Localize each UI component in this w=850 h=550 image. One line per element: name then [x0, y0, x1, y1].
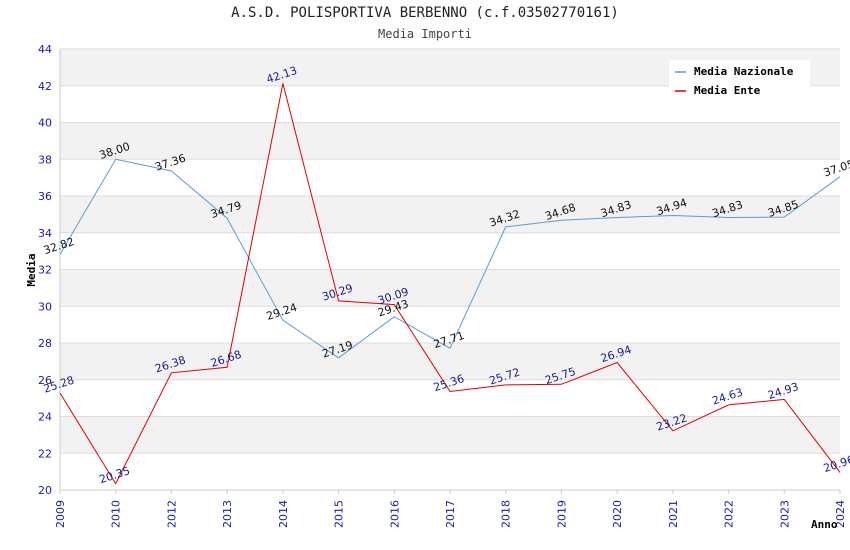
y-tick-label: 32	[38, 264, 52, 277]
y-tick-label: 40	[38, 117, 52, 130]
legend-label-media-nazionale: Media Nazionale	[694, 65, 794, 78]
data-label-media-nazionale: 37.05	[822, 157, 850, 179]
y-tick-label: 30	[38, 300, 52, 313]
grid-bands	[60, 49, 840, 454]
grid-band	[60, 416, 840, 454]
x-tick-label: 2009	[54, 500, 67, 528]
data-label-media-ente: 24.93	[766, 380, 800, 402]
legend-label-media-ente: Media Ente	[694, 84, 761, 97]
x-tick-label: 2017	[444, 500, 457, 528]
x-tick-label: 2010	[110, 500, 123, 528]
chart-title: A.S.D. POLISPORTIVA BERBENNO (c.f.035027…	[231, 5, 619, 21]
x-tick-label: 2018	[500, 500, 513, 528]
x-tick-label: 2022	[723, 500, 736, 528]
y-tick-label: 24	[38, 411, 52, 424]
y-tick-label: 26	[38, 374, 52, 387]
grid-band	[60, 122, 840, 160]
series-lines	[59, 83, 841, 485]
data-label-media-ente: 20.96	[822, 453, 850, 475]
grid-band	[60, 269, 840, 307]
y-tick-label: 36	[38, 190, 52, 203]
series-line-media-ente	[59, 83, 841, 485]
x-tick-label: 2024	[834, 500, 847, 528]
y-tick-label: 28	[38, 337, 52, 350]
legend-box	[669, 60, 810, 100]
x-tick-label: 2014	[277, 500, 290, 528]
x-tick-label: 2016	[388, 500, 401, 528]
grid-band	[60, 196, 840, 233]
y-tick-labels: 20 22 24 26 28 30 32 34 36 38 40 42 44	[38, 43, 52, 497]
y-tick-label: 22	[38, 447, 52, 460]
x-tick-labels: 2009 2010 2012 2013 2014 2015 2016 2017 2018 2019…	[54, 490, 847, 528]
x-axis-title: Anno	[811, 518, 838, 531]
y-tick-label: 20	[38, 484, 52, 497]
x-tick-label: 2019	[555, 500, 568, 528]
data-label-media-ente: 20.35	[98, 464, 132, 486]
legend: Media Nazionale Media Ente	[669, 60, 810, 100]
y-tick-label: 44	[38, 43, 52, 56]
y-axis-title: Media	[25, 253, 38, 286]
grid-band	[60, 343, 840, 380]
y-tick-label: 38	[38, 153, 52, 166]
y-tick-label: 42	[38, 80, 52, 93]
x-tick-label: 2023	[778, 500, 791, 528]
x-tick-label: 2020	[611, 500, 624, 528]
x-tick-label: 2013	[221, 500, 234, 528]
series-line-media-nazionale	[59, 158, 841, 359]
chart-subtitle: Media Importi	[378, 27, 472, 41]
x-tick-label: 2012	[165, 500, 178, 528]
y-tick-label: 34	[38, 227, 52, 240]
x-tick-label: 2021	[667, 500, 680, 528]
x-tick-label: 2015	[333, 500, 346, 528]
